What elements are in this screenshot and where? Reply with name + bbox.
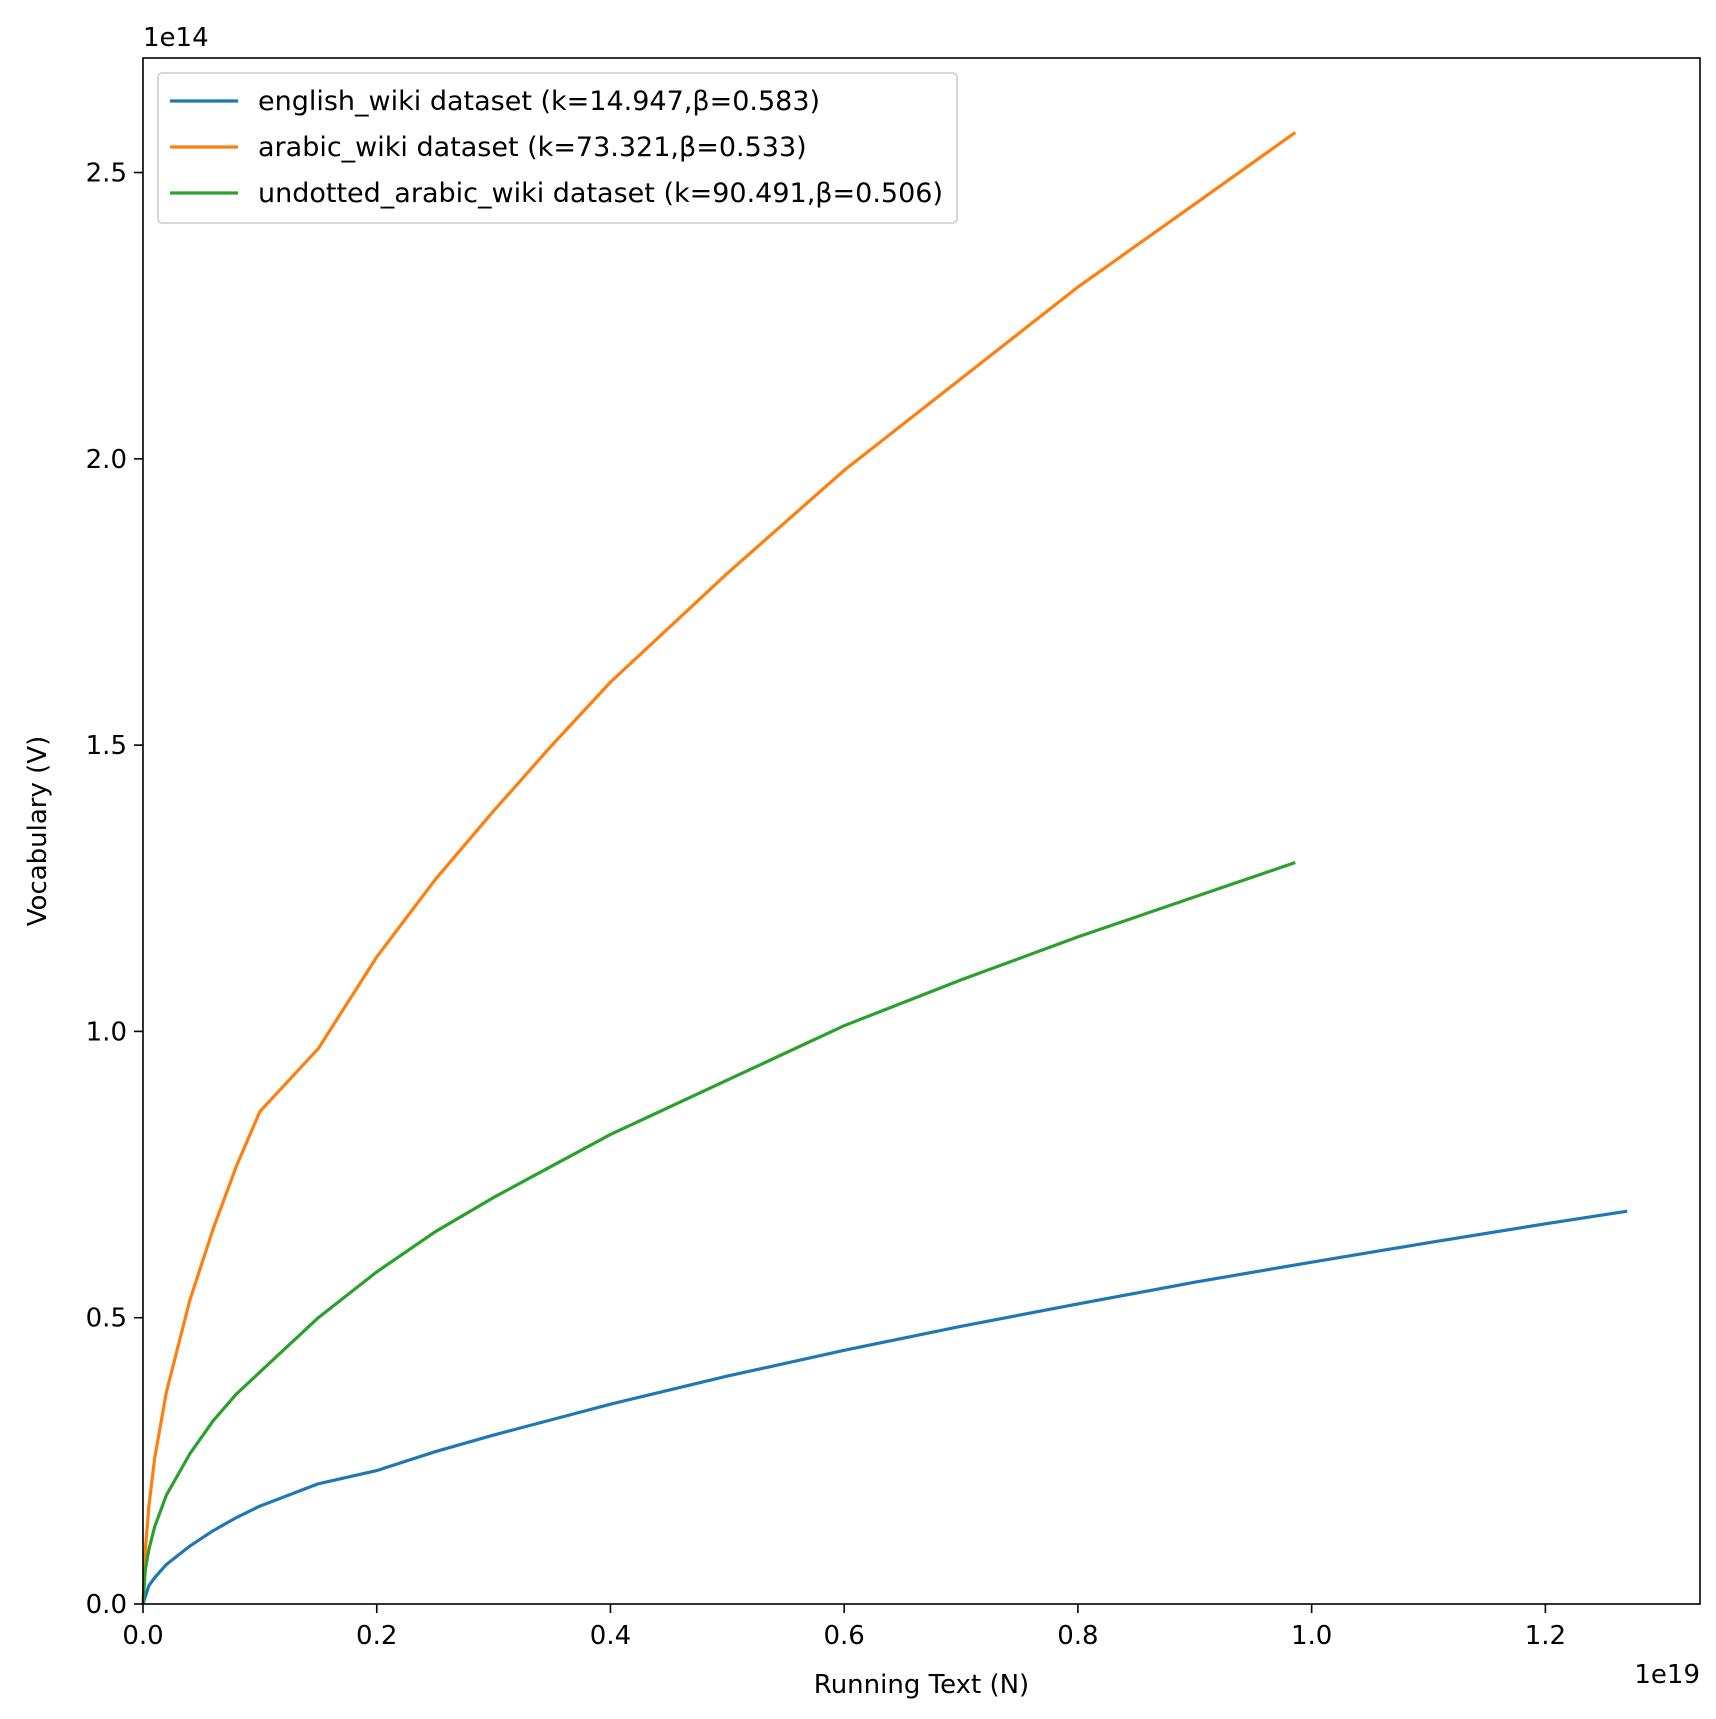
legend-label-2: arabic_wiki dataset (k=73.321,β=0.533) <box>258 132 807 163</box>
series-line-2 <box>141 131 1297 1605</box>
legend: english_wiki dataset (k=14.947,β=0.583) a… <box>157 72 958 224</box>
series-layer <box>141 131 1628 1605</box>
y-axis-offset-label: 1e14 <box>143 23 209 53</box>
plot-area <box>143 58 1700 1604</box>
x-tick-label: 1.2 <box>1525 1621 1566 1651</box>
plot-frame <box>142 57 1701 1605</box>
y-tick-label: 2.5 <box>86 159 127 189</box>
y-tick-label: 1.0 <box>86 1017 127 1047</box>
legend-label-3: undotted_arabic_wiki dataset (k=90.491,β… <box>258 178 943 209</box>
x-axis-offset-label: 1e19 <box>1634 1660 1700 1690</box>
y-tick-label: 0.5 <box>86 1304 127 1334</box>
x-tick-label: 0.0 <box>122 1621 163 1651</box>
x-axis-label: Running Text (N) <box>814 1670 1029 1700</box>
x-tick-label: 0.4 <box>590 1621 631 1651</box>
legend-label-1: english_wiki dataset (k=14.947,β=0.583) <box>258 86 820 117</box>
x-tick-label: 0.2 <box>356 1621 397 1651</box>
y-tick-label: 1.5 <box>86 731 127 761</box>
y-axis: 0.0 0.5 1.0 1.5 2.0 2.5 <box>86 159 143 1620</box>
series-line-3 <box>141 860 1296 1605</box>
y-axis-label: Vocabulary (V) <box>23 736 53 926</box>
x-tick-label: 0.6 <box>824 1621 865 1651</box>
y-tick-label: 0.0 <box>86 1590 127 1620</box>
x-axis: 0.0 0.2 0.4 0.6 0.8 1.0 1.2 <box>122 1604 1566 1651</box>
x-tick-label: 0.8 <box>1057 1621 1098 1651</box>
legend-box <box>157 72 958 224</box>
y-tick-label: 2.0 <box>86 445 127 475</box>
series-line-1 <box>141 1209 1628 1605</box>
x-tick-label: 1.0 <box>1291 1621 1332 1651</box>
